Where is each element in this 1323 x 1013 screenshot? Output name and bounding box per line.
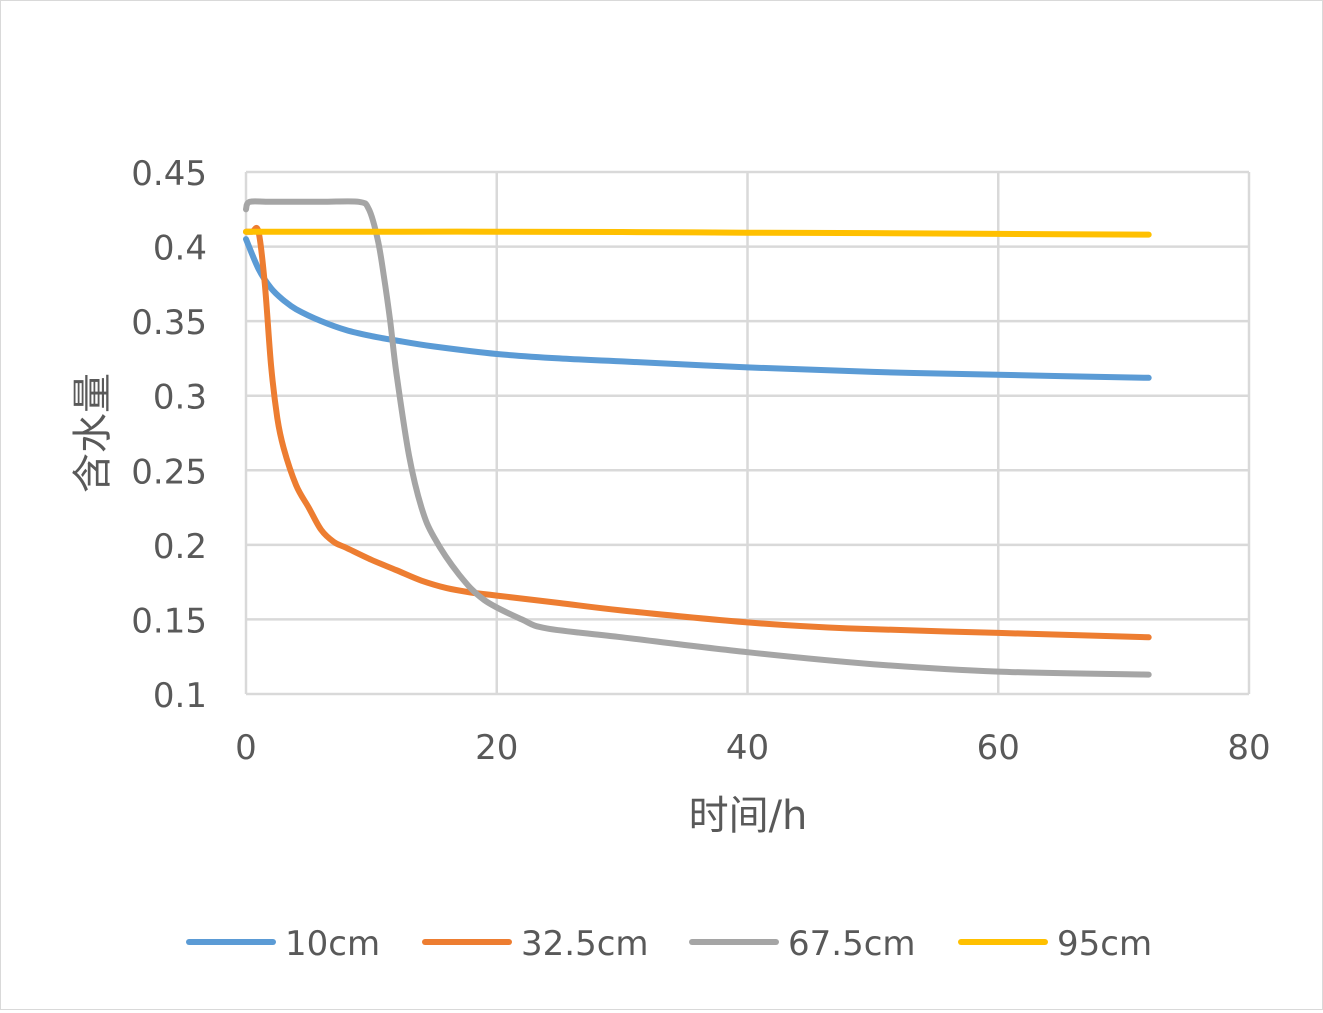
y-tick-label: 0.25 <box>131 452 207 492</box>
series-line-10cm <box>243 236 1152 381</box>
series-line-32-5cm <box>243 224 1152 641</box>
x-tick-label: 0 <box>235 728 257 768</box>
legend-label: 95cm <box>1057 924 1152 964</box>
tick-layer: 0.1 0.15 0.2 0.25 0.3 0.35 0.4 0.45 0 20 40 60 80 <box>131 154 1270 768</box>
legend-label: 10cm <box>285 924 380 964</box>
y-tick-label: 0.1 <box>153 676 207 716</box>
y-tick-label: 0.4 <box>153 229 207 269</box>
y-tick-label: 0.2 <box>153 527 207 567</box>
x-tick-label: 60 <box>977 728 1020 768</box>
x-tick-label: 40 <box>726 728 769 768</box>
grid-layer <box>244 170 1251 696</box>
x-tick-label: 20 <box>475 728 518 768</box>
legend-label: 32.5cm <box>521 924 649 964</box>
legend: 10cm 32.5cm 67.5cm 95cm <box>186 924 1152 964</box>
series-line-95cm <box>243 228 1152 238</box>
x-axis-title: 时间/h <box>689 793 808 839</box>
y-axis-title: 含水量 <box>70 373 116 493</box>
series-line-67-5cm <box>243 198 1152 678</box>
series-layer <box>243 198 1152 678</box>
y-tick-label: 0.35 <box>131 303 207 343</box>
y-tick-label: 0.45 <box>131 154 207 194</box>
y-tick-label: 0.3 <box>153 378 207 418</box>
legend-label: 67.5cm <box>788 924 916 964</box>
y-tick-label: 0.15 <box>131 601 207 641</box>
x-tick-label: 80 <box>1227 728 1270 768</box>
